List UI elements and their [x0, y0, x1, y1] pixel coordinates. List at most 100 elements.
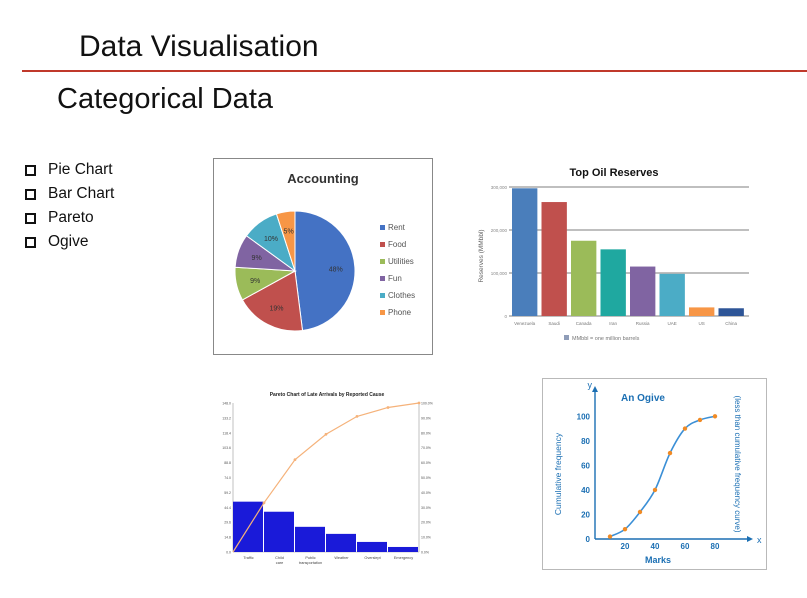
- legend-swatch: [380, 276, 385, 281]
- pareto-ytick-right: 100.0%: [421, 402, 433, 406]
- pareto-ytick-left: 74.0: [224, 476, 231, 480]
- pareto-chart: Pareto Chart of Late Arrivals by Reporte…: [222, 392, 433, 565]
- pareto-ytick-left: 88.8: [224, 461, 231, 465]
- pareto-xtick: Overslept: [364, 556, 381, 560]
- bullet-label: Pareto: [48, 209, 94, 226]
- checkbox-icon: [25, 236, 36, 248]
- bullet-label: Pie Chart: [48, 161, 113, 178]
- ogive-point: [652, 487, 658, 493]
- pareto-ytick-right: 10.0%: [421, 536, 431, 540]
- ogive-ytick: 20: [581, 510, 590, 519]
- ogive-ytick: 60: [581, 461, 590, 470]
- legend-swatch: [380, 310, 385, 315]
- ogive-point: [607, 534, 613, 539]
- pie-slice-food: [241, 270, 304, 332]
- pareto-ytick-left: 0.0: [226, 551, 231, 555]
- checkbox-icon: [25, 212, 36, 224]
- bullet-label: Bar Chart: [48, 185, 115, 202]
- bullet-label: Ogive: [48, 233, 89, 250]
- pie-slice-label: 48%: [329, 266, 343, 273]
- pareto-xtick: Weather: [334, 556, 349, 560]
- pie-slice-phone: [275, 210, 296, 272]
- pareto-xtick: care: [276, 561, 283, 565]
- pareto-chart-panel: Pareto Chart of Late Arrivals by Reporte…: [214, 388, 440, 570]
- ogive-curve-label: (less than cumulative frequency curve): [733, 396, 742, 533]
- pareto-ytick-right: 30.0%: [421, 506, 431, 510]
- pie-title: Accounting: [287, 171, 359, 186]
- bar-xtick: China: [725, 321, 737, 326]
- bar-legend-text: MMbbl = one million barrels: [572, 336, 640, 342]
- oil-bar-russia: [630, 266, 656, 316]
- ogive-point: [697, 417, 703, 423]
- bar-xtick: UAE: [668, 321, 677, 326]
- bar-title: Top Oil Reserves: [569, 167, 658, 179]
- ogive-xtick: 60: [681, 542, 690, 551]
- checkbox-icon: [25, 188, 36, 200]
- bullet-item: Pie Chart: [25, 158, 114, 182]
- bar-chart: Top Oil Reserves Reserves (MMbbl) 300,00…: [478, 167, 749, 342]
- legend-swatch: [380, 259, 385, 264]
- legend-label-clothes: Clothes: [388, 291, 415, 300]
- legend-label-food: Food: [388, 240, 406, 249]
- oil-bar-saudi: [541, 202, 567, 316]
- pie-chart: Accounting 48% 19% 9% 9% 10% 5% Rent Food Utili…: [234, 171, 415, 332]
- ogive-chart: An Ogive x y 20 40 60 80 0 20 40 60 80 100 Marks Cu…: [553, 380, 762, 565]
- pareto-ytick-left: 133.2: [222, 416, 231, 420]
- bar-chart-panel: Top Oil Reserves Reserves (MMbbl) 300,00…: [474, 160, 754, 350]
- pareto-ytick-left: 118.4: [223, 431, 232, 435]
- pareto-xtick: Child: [275, 556, 284, 560]
- pareto-ytick-left: 44.4: [224, 506, 231, 510]
- y-axis-letter: y: [588, 380, 593, 390]
- pareto-ytick-right: 60.0%: [421, 461, 431, 465]
- pareto-xtick: Public: [305, 556, 315, 560]
- pareto-ytick-right: 90.0%: [421, 416, 431, 420]
- bar-ylabel: Reserves (MMbbl): [478, 229, 485, 282]
- bar-xtick: Iran: [609, 321, 617, 326]
- pareto-ytick-right: 40.0%: [421, 491, 431, 495]
- legend-swatch: [380, 242, 385, 247]
- bar-ytick: 200,000: [491, 228, 508, 233]
- bar-xtick: Venezuela: [514, 321, 536, 326]
- bar-ytick: 300,000: [491, 185, 508, 190]
- pie-slice-label: 9%: [252, 255, 262, 262]
- pie-slice-label: 9%: [250, 278, 260, 285]
- pareto-ytick-left: 59.2: [224, 491, 231, 495]
- bullet-item: Pareto: [25, 206, 114, 230]
- pareto-bar: [295, 526, 325, 552]
- pareto-title: Pareto Chart of Late Arrivals by Reporte…: [270, 392, 385, 398]
- y-arrow-icon: [592, 386, 598, 392]
- oil-bar-venezuela: [512, 188, 538, 316]
- oil-bar-china: [718, 308, 744, 316]
- ogive-point: [622, 526, 628, 532]
- oil-bar-canada: [571, 240, 597, 316]
- oil-bar-us: [689, 307, 715, 316]
- pie-slice-label: 10%: [264, 236, 278, 243]
- x-axis-letter: x: [757, 535, 762, 545]
- pareto-point: [293, 458, 297, 462]
- pareto-xtick: Traffic: [243, 556, 253, 560]
- pie-slice-label: 19%: [269, 305, 283, 312]
- slide-subtitle: Categorical Data: [57, 83, 273, 115]
- legend-label-phone: Phone: [388, 308, 412, 317]
- pareto-ytick-left: 14.8: [224, 536, 231, 540]
- pareto-point: [324, 432, 328, 436]
- pareto-bar: [357, 541, 387, 552]
- pareto-xtick: Emergency: [394, 556, 413, 560]
- pie-slice-rent: [294, 210, 356, 332]
- bullet-item: Ogive: [25, 230, 114, 254]
- ogive-xlabel: Marks: [645, 555, 671, 565]
- ogive-ytick: 40: [581, 486, 590, 495]
- bar-xtick: Canada: [576, 321, 592, 326]
- ogive-xtick: 80: [711, 542, 720, 551]
- pareto-ytick-right: 20.0%: [421, 521, 431, 525]
- ogive-xtick: 20: [621, 542, 630, 551]
- ogive-curve-line: [609, 415, 716, 538]
- pareto-bar: [264, 511, 294, 552]
- bar-xtick: Saudi: [548, 321, 560, 326]
- legend-swatch: [380, 293, 385, 298]
- bar-ytick: 100,000: [491, 271, 508, 276]
- slide-title: Data Visualisation: [79, 30, 319, 63]
- bar-xtick: Russia: [636, 321, 650, 326]
- pareto-ytick-left: 148.0: [222, 402, 231, 406]
- ogive-point: [667, 450, 673, 456]
